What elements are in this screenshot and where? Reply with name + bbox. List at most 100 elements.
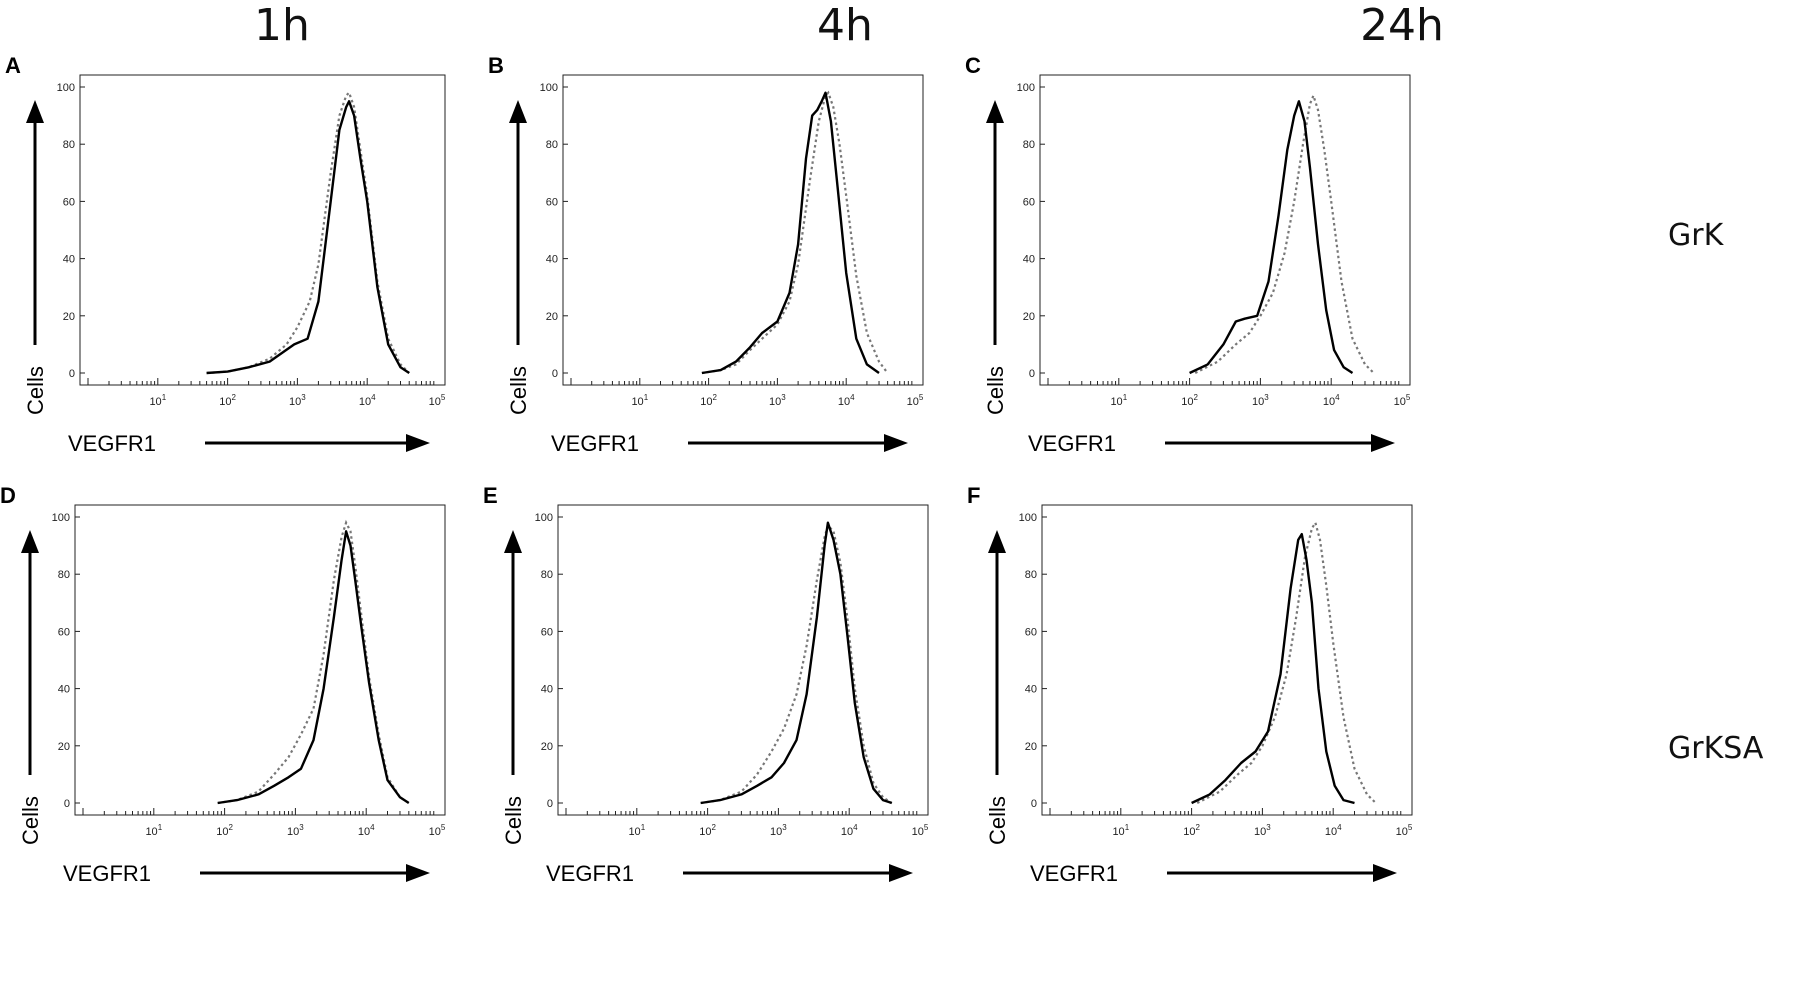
row-label-grksa: GrKSA [1668,731,1764,766]
figure-headers: 1h 4h 24h GrK GrKSA [254,0,1764,766]
x-tick-label: 103 [287,823,304,838]
panel-a: A 0 20 40 60 80 100 101 102 103 104 105 Cells VEGFR1 [5,53,446,456]
x-axis-arrow-head [889,864,913,882]
y-tick-label: 100 [535,512,553,524]
x-tick-label: 103 [1252,393,1269,408]
y-tick-label: 100 [1019,512,1037,524]
plot-frame [79,74,446,386]
y-axis-arrow-head [504,530,522,553]
y-tick-label: 20 [1025,741,1037,753]
series-dotted-line [217,519,410,805]
y-tick-label: 40 [1023,254,1035,266]
y-tick-label: 80 [58,569,70,581]
x-tick-label: 105 [1396,823,1413,838]
y-tick-label: 80 [546,139,558,151]
panel-b: B 0 20 40 60 80 100 101 102 103 104 105 Cells VEGFR1 [488,53,924,456]
y-tick-label: 0 [1031,798,1037,810]
y-tick-label: 40 [1025,684,1037,696]
y-tick-label: 100 [1017,82,1035,94]
panel-d: D 0 20 40 60 80 100 101 102 103 104 105 Cells VEGFR1 [0,483,446,886]
x-tick-label: 105 [1394,393,1411,408]
plot-frame [1041,504,1413,816]
column-header-1h: 1h [254,0,310,51]
panel-letter: F [967,483,980,508]
y-tick-label: 0 [64,798,70,810]
y-tick-label: 60 [1023,196,1035,208]
column-header-4h: 4h [817,0,873,51]
x-axis-arrow-head [1373,864,1397,882]
series-solid-line [206,100,410,375]
x-tick-label: 103 [1254,823,1271,838]
y-axis-label: Cells [501,796,526,845]
x-tick-label: 103 [769,393,786,408]
y-tick-label: 40 [541,684,553,696]
panel-letter: C [965,53,981,78]
series-dotted-line [1194,92,1375,374]
y-tick-label: 80 [1025,569,1037,581]
plot-frame [1039,74,1411,386]
x-tick-label: 103 [770,823,787,838]
x-tick-label: 101 [1110,393,1127,408]
y-tick-label: 20 [546,311,558,323]
y-tick-label: 80 [63,139,75,151]
plot-frame [74,504,446,816]
x-tick-label: 104 [358,823,375,838]
y-axis-arrow-head [21,530,39,553]
panel-letter: D [0,483,16,508]
x-tick-label: 105 [429,823,446,838]
panel-letter: A [5,53,21,78]
x-tick-label: 101 [631,393,648,408]
y-axis-arrow-head [986,100,1004,123]
series-dotted-line [700,523,893,805]
x-tick-label: 104 [841,823,858,838]
y-axis-arrow-head [26,100,44,123]
series-dotted-line [701,90,889,375]
x-tick-label: 101 [149,393,166,408]
y-tick-label: 100 [540,82,558,94]
x-tick-label: 101 [145,823,162,838]
y-tick-label: 20 [58,741,70,753]
series-solid-line [217,530,410,805]
x-axis-label: VEGFR1 [546,861,634,886]
plot-frame [562,74,924,386]
x-tick-label: 104 [359,393,376,408]
x-tick-label: 105 [907,393,924,408]
x-tick-label: 101 [628,823,645,838]
panel-letter: E [483,483,498,508]
y-tick-label: 20 [541,741,553,753]
y-axis-label: Cells [18,796,43,845]
series-solid-line [1189,100,1354,375]
y-axis-label: Cells [985,796,1010,845]
plot-frame [557,504,929,816]
y-axis-label: Cells [983,366,1008,415]
x-axis-label: VEGFR1 [551,431,639,456]
y-tick-label: 60 [63,196,75,208]
x-tick-label: 102 [1183,823,1200,838]
y-tick-label: 40 [63,254,75,266]
y-tick-label: 20 [63,311,75,323]
x-axis-arrow-head [1371,434,1395,452]
y-tick-label: 80 [1023,139,1035,151]
y-tick-label: 80 [541,569,553,581]
y-axis-label: Cells [506,366,531,415]
x-tick-label: 102 [1181,393,1198,408]
x-axis-label: VEGFR1 [63,861,151,886]
y-tick-label: 60 [541,626,553,638]
x-tick-label: 102 [216,823,233,838]
x-tick-label: 105 [912,823,929,838]
x-tick-label: 102 [219,393,236,408]
y-tick-label: 40 [58,684,70,696]
x-axis-arrow-head [406,864,430,882]
row-label-grk: GrK [1668,218,1725,253]
y-tick-label: 60 [546,196,558,208]
panel-c: C 0 20 40 60 80 100 101 102 103 104 105 Cells VEGFR1 [965,53,1411,456]
y-tick-label: 60 [1025,626,1037,638]
x-tick-label: 102 [700,393,717,408]
y-axis-label: Cells [23,366,48,415]
column-header-24h: 24h [1360,0,1444,51]
y-tick-label: 0 [547,798,553,810]
x-tick-label: 104 [838,393,855,408]
y-tick-label: 60 [58,626,70,638]
series-solid-line [701,91,880,375]
